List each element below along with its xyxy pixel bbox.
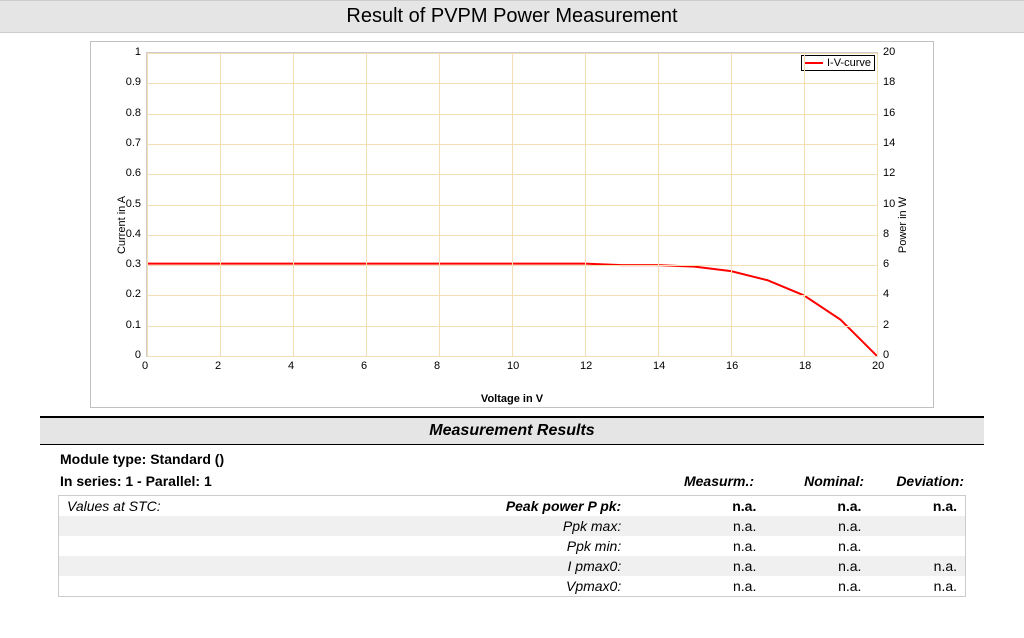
y-right-tick-label: 2 <box>883 319 889 331</box>
row-left-caption: Values at STC: <box>67 498 354 514</box>
col-header-nominal: Nominal: <box>754 473 864 489</box>
row-measurm-value: n.a. <box>651 538 756 554</box>
row-nominal-value: n.a. <box>756 518 861 534</box>
grid-h <box>147 114 877 115</box>
y-right-tick-label: 18 <box>883 76 895 88</box>
y-axis-left-label: Current in A <box>116 195 128 253</box>
row-param-label: I pmax0: <box>354 558 652 574</box>
row-deviation-value: n.a. <box>861 498 957 514</box>
row-param-label: Peak power P pk: <box>354 498 652 514</box>
x-tick-label: 14 <box>653 360 665 372</box>
grid-h <box>147 265 877 266</box>
grid-h <box>147 205 877 206</box>
grid-h <box>147 174 877 175</box>
row-deviation-value: n.a. <box>861 558 957 574</box>
y-right-tick-label: 20 <box>883 46 895 58</box>
y-axis-right-label: Power in W <box>897 196 909 252</box>
row-deviation-value: n.a. <box>861 578 957 594</box>
row-param-label: Vpmax0: <box>354 578 652 594</box>
table-row: Values at STC:Peak power P pk:n.a.n.a.n.… <box>59 496 965 516</box>
y-right-tick-label: 6 <box>883 258 889 270</box>
grid-h <box>147 356 877 357</box>
y-right-tick-label: 0 <box>883 349 889 361</box>
table-row: Vpmax0:n.a.n.a.n.a. <box>59 576 965 596</box>
row-measurm-value: n.a. <box>651 558 756 574</box>
results-table: Values at STC:Peak power P pk:n.a.n.a.n.… <box>58 495 966 597</box>
x-tick-label: 4 <box>288 360 294 372</box>
grid-h <box>147 326 877 327</box>
x-tick-label: 6 <box>361 360 367 372</box>
x-tick-label: 20 <box>872 360 884 372</box>
y-left-tick-label: 1 <box>135 46 141 58</box>
y-right-tick-label: 4 <box>883 288 889 300</box>
row-nominal-value: n.a. <box>756 498 861 514</box>
grid-h <box>147 235 877 236</box>
y-left-tick-label: 0.3 <box>126 258 141 270</box>
y-left-tick-label: 0.7 <box>126 137 141 149</box>
grid-h <box>147 83 877 84</box>
row-param-label: Ppk max: <box>354 518 652 534</box>
row-param-label: Ppk min: <box>354 538 652 554</box>
chart-plot-area: I-V-curve 0246810121416182000.10.20.30.4… <box>146 52 878 357</box>
y-right-tick-label: 8 <box>883 228 889 240</box>
grid-h <box>147 295 877 296</box>
results-section-header: Measurement Results <box>40 416 984 445</box>
row-measurm-value: n.a. <box>651 578 756 594</box>
x-tick-label: 10 <box>507 360 519 372</box>
series-parallel-text: In series: 1 - Parallel: 1 <box>60 473 644 489</box>
y-left-tick-label: 0.2 <box>126 288 141 300</box>
y-right-tick-label: 12 <box>883 167 895 179</box>
y-left-tick-label: 0.8 <box>126 107 141 119</box>
table-row: I pmax0:n.a.n.a.n.a. <box>59 556 965 576</box>
y-right-tick-label: 16 <box>883 107 895 119</box>
y-left-tick-label: 0.9 <box>126 76 141 88</box>
x-tick-label: 16 <box>726 360 738 372</box>
row-measurm-value: n.a. <box>651 518 756 534</box>
table-row: Ppk max:n.a.n.a. <box>59 516 965 536</box>
x-tick-label: 18 <box>799 360 811 372</box>
y-left-tick-label: 0.6 <box>126 167 141 179</box>
grid-h <box>147 53 877 54</box>
table-row: Ppk min:n.a.n.a. <box>59 536 965 556</box>
y-right-tick-label: 14 <box>883 137 895 149</box>
x-axis-label: Voltage in V <box>481 393 543 405</box>
grid-v <box>877 53 878 356</box>
row-nominal-value: n.a. <box>756 578 861 594</box>
x-tick-label: 8 <box>434 360 440 372</box>
grid-h <box>147 144 877 145</box>
module-type-text: Module type: Standard () <box>60 451 964 467</box>
row-nominal-value: n.a. <box>756 538 861 554</box>
x-tick-label: 0 <box>142 360 148 372</box>
x-tick-label: 2 <box>215 360 221 372</box>
row-nominal-value: n.a. <box>756 558 861 574</box>
page-title: Result of PVPM Power Measurement <box>0 0 1024 33</box>
x-tick-label: 12 <box>580 360 592 372</box>
row-measurm-value: n.a. <box>651 498 756 514</box>
y-left-tick-label: 0.1 <box>126 319 141 331</box>
iv-chart: I-V-curve 0246810121416182000.10.20.30.4… <box>90 41 934 408</box>
results-block: Module type: Standard () In series: 1 - … <box>40 451 984 597</box>
col-header-deviation: Deviation: <box>864 473 964 489</box>
y-right-tick-label: 10 <box>883 198 895 210</box>
col-header-measurm: Measurm.: <box>644 473 754 489</box>
y-left-tick-label: 0 <box>135 349 141 361</box>
